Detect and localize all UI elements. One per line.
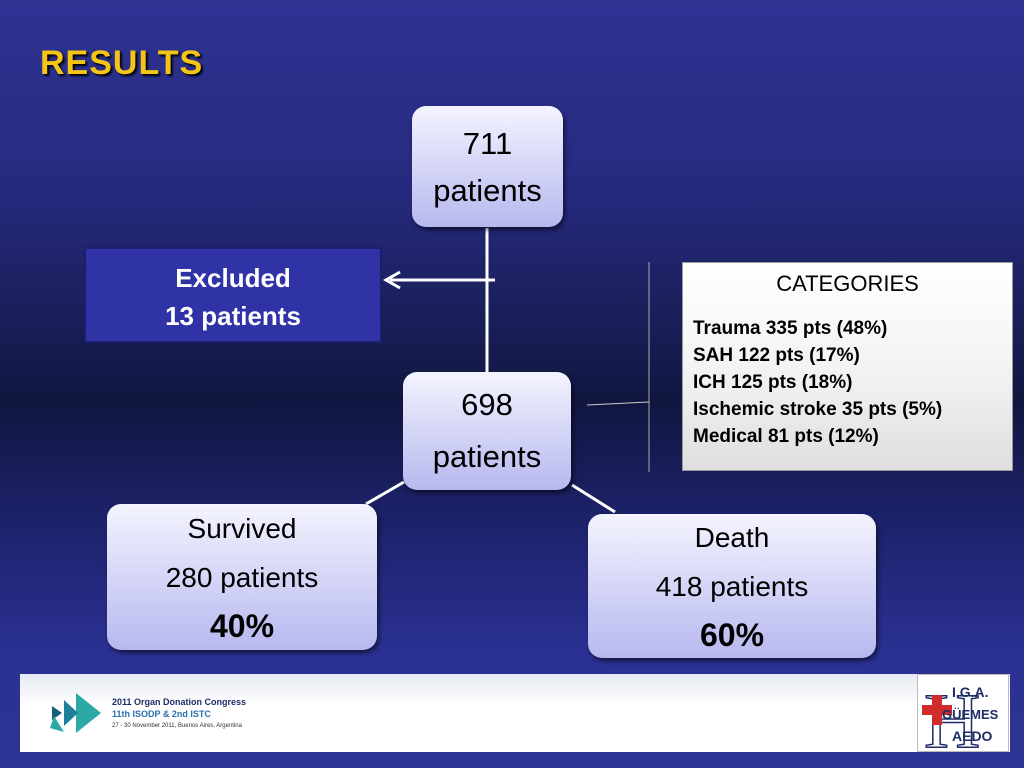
node-698-count: 698: [461, 387, 513, 422]
category-item: Trauma 335 pts (48%): [693, 318, 888, 339]
connector-698-survived: [365, 480, 405, 506]
connector-698-death: [571, 483, 616, 514]
svg-text:I.G.A.: I.G.A.: [952, 684, 989, 700]
footer-banner: 2011 Organ Donation Congress 11th ISODP …: [20, 674, 1010, 752]
node-698-label: patients: [432, 439, 542, 474]
survived-count: 280 patients: [165, 561, 319, 593]
categories-box: CATEGORIES Trauma 335 pts (48%) SAH 122 …: [682, 262, 1013, 471]
bracket-to-698: [586, 401, 650, 406]
survived-label: Survived: [187, 512, 297, 544]
category-item: Medical 81 pts (12%): [693, 426, 879, 447]
excluded-count: 13 patients: [165, 301, 301, 331]
death-label: Death: [694, 521, 770, 553]
footer-dates: 27 - 30 November 2011, Buenos Aires, Arg…: [112, 723, 242, 729]
node-711-count: 711: [462, 125, 513, 161]
category-item: SAH 122 pts (17%): [693, 345, 860, 366]
node-survived: Survived 280 patients 40%: [107, 504, 377, 650]
footer-congress: 2011 Organ Donation Congress: [112, 697, 247, 707]
categories-title: CATEGORIES: [776, 271, 919, 296]
death-percent: 60%: [699, 616, 765, 653]
slide-title: RESULTS: [40, 44, 204, 82]
excluded-label: Excluded: [175, 263, 291, 293]
node-death: Death 418 patients 60%: [588, 514, 876, 658]
svg-text:AEDO: AEDO: [952, 728, 993, 744]
node-711-patients: 711 patients: [412, 106, 563, 227]
category-item: ICH 125 pts (18%): [693, 372, 853, 393]
arrow-head-icon: [382, 270, 401, 290]
node-711-label: patients: [433, 172, 542, 208]
excluded-box: Excluded 13 patients: [84, 247, 382, 343]
node-698-patients: 698 patients: [403, 372, 571, 490]
death-count: 418 patients: [655, 570, 809, 602]
hospital-logo: H I.G.A. GÜEMES AEDO: [917, 674, 1009, 765]
category-item: Ischemic stroke 35 pts (5%): [693, 399, 943, 420]
categories-list: Trauma 335 pts (48%) SAH 122 pts (17%) I…: [693, 315, 1012, 450]
footer-text: 2011 Organ Donation Congress 11th ISODP …: [112, 696, 246, 732]
svg-text:GÜEMES: GÜEMES: [942, 707, 999, 722]
congress-logo-icon: [50, 693, 101, 733]
footer-isodp: 11th ISODP & 2nd ISTC: [112, 709, 211, 719]
hospital-logo-icon: H I.G.A. GÜEMES AEDO: [922, 676, 999, 765]
survived-percent: 40%: [209, 607, 275, 644]
